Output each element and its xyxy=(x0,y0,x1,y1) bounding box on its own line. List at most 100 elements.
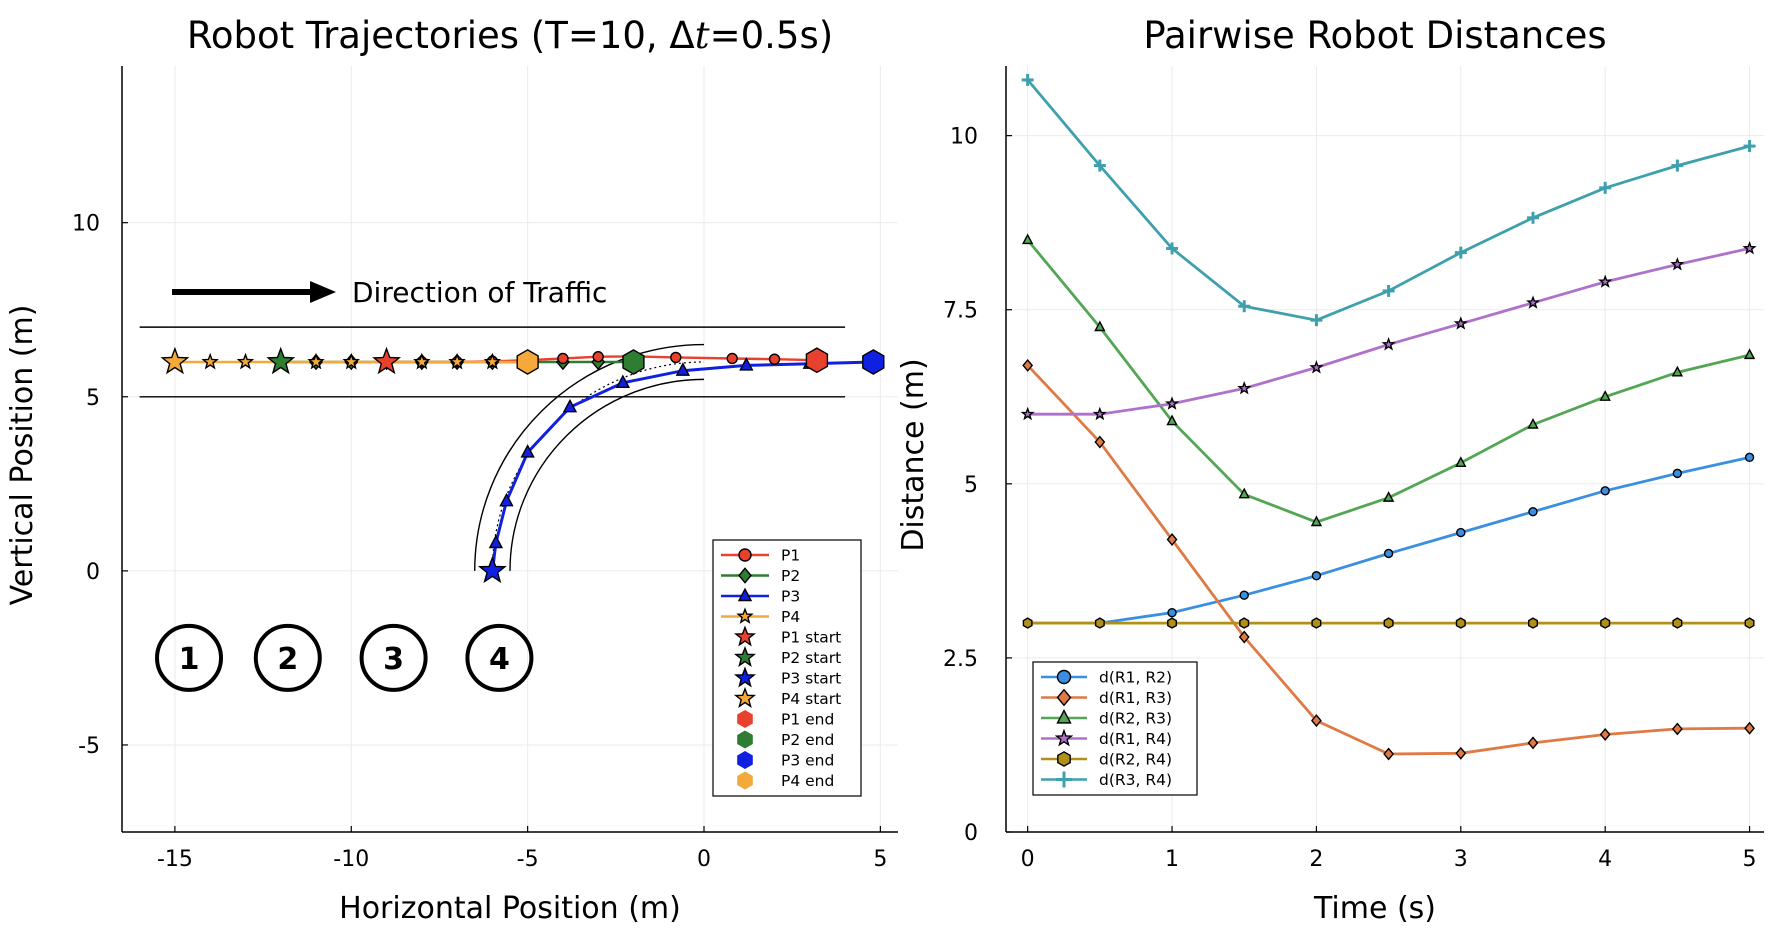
legend-label: d(R2, R3) xyxy=(1099,710,1172,728)
position-circle xyxy=(465,623,534,692)
trajectory-chart: Robot Trajectories (T=10, Δt=0.5s) -15 -1… xyxy=(5,14,898,926)
trajectory-chart-title: Robot Trajectories (T=10, Δt=0.5s) xyxy=(187,14,833,57)
distance-point-d(R3, R4) xyxy=(1743,140,1756,153)
distance-point-d(R1, R3) xyxy=(1022,358,1034,372)
legend-marker xyxy=(738,548,752,562)
x-tick-label: 4 xyxy=(1598,847,1612,872)
legend-entry: P4 end xyxy=(737,771,834,790)
legend-marker xyxy=(738,567,752,584)
distance-point-d(R2, R3) xyxy=(1455,456,1467,468)
legend-entry: P3 xyxy=(721,588,800,606)
position-circle-label: 2 xyxy=(277,642,298,677)
trajectory-x-label: Horizontal Position (m) xyxy=(339,891,681,926)
x-tick-label: 5 xyxy=(1743,847,1757,872)
legend-label: P4 end xyxy=(781,772,834,790)
ramp-centerline xyxy=(491,361,705,571)
y-tick-label: -5 xyxy=(78,734,100,759)
position-circle-label: 4 xyxy=(489,642,510,677)
legend-entry: P1 xyxy=(721,547,800,565)
trajectory-point-P3 xyxy=(562,398,578,413)
x-tick-label: 5 xyxy=(873,847,887,872)
distance-point-d(R1, R2) xyxy=(1383,548,1394,559)
y-tick-label: 5 xyxy=(964,473,978,498)
legend-marker xyxy=(733,686,757,708)
legend-marker xyxy=(1056,669,1072,685)
distance-point-d(R1, R4) xyxy=(1020,406,1035,421)
legend-label: P3 end xyxy=(781,752,834,770)
distance-point-d(R2, R4) xyxy=(1022,617,1033,629)
legend-marker xyxy=(1054,728,1074,747)
legend-box xyxy=(1032,661,1198,796)
legend-entry: P4 xyxy=(721,607,800,626)
distance-point-d(R1, R4) xyxy=(1237,381,1252,395)
distance-point-d(R1, R4) xyxy=(1670,257,1685,271)
legend-marker xyxy=(1056,688,1072,707)
trajectory-point-P3 xyxy=(739,357,754,371)
distance-point-d(R1, R2) xyxy=(1600,486,1610,496)
legend-entry: d(R1, R3) xyxy=(1041,688,1172,707)
distance-point-d(R1, R3) xyxy=(1383,747,1395,761)
distance-point-d(R2, R4) xyxy=(1311,617,1322,629)
distance-point-d(R3, R4) xyxy=(1454,246,1467,259)
trajectory-point-P4 xyxy=(413,352,431,370)
distance-point-d(R3, R4) xyxy=(1021,73,1034,86)
ramp-boundary xyxy=(474,343,705,571)
legend-label: P2 end xyxy=(781,731,834,749)
trajectory-point-P3 xyxy=(499,492,514,507)
distance-point-d(R1, R3) xyxy=(1744,721,1755,735)
legend-label: P3 xyxy=(781,588,800,606)
y-tick-label: 7.5 xyxy=(943,299,978,324)
distance-point-d(R2, R3) xyxy=(1599,390,1611,401)
distance-point-d(R1, R2) xyxy=(1311,571,1322,581)
trajectory-point-P1 xyxy=(557,352,569,365)
legend-marker xyxy=(1056,771,1072,788)
x-tick-label: -15 xyxy=(157,847,193,872)
distance-point-d(R1, R3) xyxy=(1094,435,1106,449)
trajectory-series xyxy=(160,346,885,584)
traffic-direction-label: Direction of Traffic xyxy=(352,276,607,309)
trajectory-y-label: Vertical Position (m) xyxy=(5,305,40,606)
distance-point-d(R1, R3) xyxy=(1671,722,1683,736)
distance-point-d(R3, R4) xyxy=(1526,211,1539,224)
legend-label: d(R2, R4) xyxy=(1099,751,1172,769)
trajectory-axes xyxy=(121,66,898,833)
legend-label: P1 end xyxy=(781,711,834,729)
legend-entry: d(R3, R4) xyxy=(1041,771,1172,789)
distance-point-d(R1, R3) xyxy=(1455,746,1467,760)
distance-series xyxy=(1020,73,1757,761)
legend-entry: P3 end xyxy=(737,751,834,770)
distance-line-d(R1, R4) xyxy=(1027,247,1750,416)
legend-marker xyxy=(737,730,753,749)
distance-point-d(R1, R4) xyxy=(1526,295,1540,309)
trajectory-point-P1 xyxy=(670,351,682,364)
distance-point-d(R2, R4) xyxy=(1383,617,1394,629)
trajectory-point-P3 xyxy=(675,362,690,376)
distance-point-d(R2, R3) xyxy=(1166,414,1178,426)
legend-label: P2 xyxy=(781,567,800,585)
trajectory-point-P4 xyxy=(307,352,325,370)
legend-label: P3 start xyxy=(781,670,841,688)
distance-x-label: Time (s) xyxy=(1313,891,1436,926)
end-marker-P2 xyxy=(622,349,645,375)
distance-point-d(R1, R4) xyxy=(1381,337,1396,351)
traffic-direction-arrow xyxy=(172,281,336,303)
distance-point-d(R1, R4) xyxy=(1164,396,1180,410)
position-circle xyxy=(155,623,224,692)
position-circle-label: 1 xyxy=(179,642,200,677)
trajectory-ticks: -15 -10 -5 0 5 -5 0 5 10 xyxy=(72,212,887,872)
end-marker-P3 xyxy=(862,349,885,375)
distance-point-d(R3, R4) xyxy=(1671,159,1684,172)
distance-point-d(R2, R3) xyxy=(1671,365,1684,377)
distance-point-d(R2, R3) xyxy=(1310,515,1323,527)
position-circle xyxy=(253,623,322,692)
distance-point-d(R3, R4) xyxy=(1599,181,1612,194)
legend-entry: P4 start xyxy=(733,686,841,708)
distance-line-d(R3, R4) xyxy=(1026,78,1750,322)
x-tick-label: -10 xyxy=(333,847,369,872)
distance-point-d(R1, R2) xyxy=(1167,607,1177,618)
trajectory-point-P3 xyxy=(520,444,535,458)
start-marker-P4 xyxy=(160,346,190,375)
legend-marker xyxy=(1056,709,1072,724)
distance-point-d(R1, R3) xyxy=(1527,736,1539,750)
distance-point-d(R2, R3) xyxy=(1021,233,1034,245)
